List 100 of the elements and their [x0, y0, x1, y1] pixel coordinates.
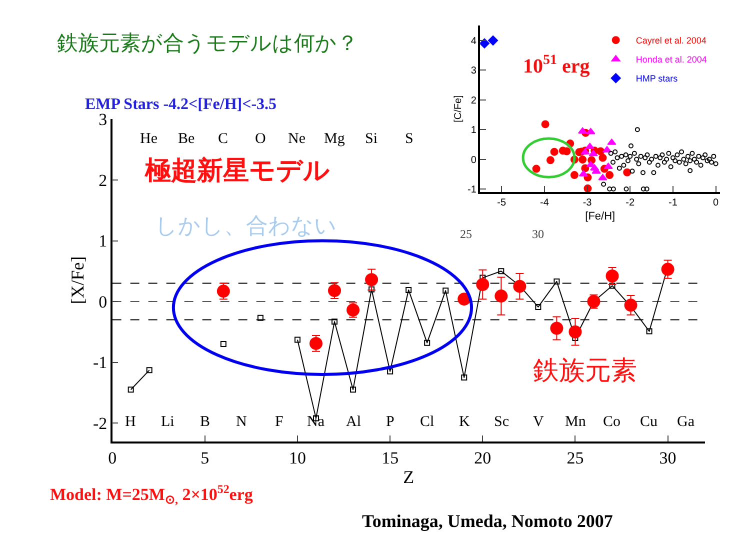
point [585, 142, 594, 150]
point [664, 156, 670, 162]
point [634, 127, 640, 132]
point [424, 340, 430, 346]
point [651, 170, 656, 176]
point [638, 154, 644, 159]
annotation: Al [346, 414, 361, 430]
legend-label: Honda et al. 2004 [636, 54, 707, 65]
point [700, 155, 706, 160]
point [634, 156, 640, 162]
annotation: Ne [288, 131, 306, 147]
point [461, 374, 468, 380]
legend-label: Cayrel et al. 2004 [636, 36, 706, 46]
point [606, 269, 619, 282]
point [679, 149, 684, 154]
x-tick-label: -4 [540, 198, 550, 209]
annotation: Co [603, 414, 621, 430]
point [601, 182, 606, 187]
y-tick-label: -2 [93, 414, 108, 433]
point [607, 186, 612, 192]
point [350, 386, 356, 393]
point [628, 154, 633, 159]
point [476, 278, 490, 291]
point [706, 156, 712, 162]
annotation: Cl [420, 414, 434, 430]
annotation: N [236, 414, 247, 430]
point [609, 282, 616, 289]
point [628, 143, 634, 148]
y-axis-title: [C/Fe] [453, 94, 464, 122]
legend-label: HMP stars [636, 74, 678, 84]
annotation: Si [365, 131, 378, 147]
point [676, 160, 682, 165]
point [550, 148, 558, 156]
y-tick-label: 0 [98, 292, 108, 312]
x-tick-label: 30 [659, 448, 676, 468]
point [480, 38, 490, 48]
point [588, 150, 598, 156]
annotation: Na [307, 414, 325, 430]
point [541, 120, 550, 128]
x-tick-label: -5 [497, 198, 506, 209]
point [702, 152, 708, 158]
annotation: Mn [565, 414, 586, 430]
point [640, 170, 646, 176]
point [598, 154, 607, 162]
point [683, 161, 688, 166]
annotation: C [218, 131, 228, 147]
point [610, 160, 616, 165]
point [606, 171, 614, 180]
point [442, 288, 449, 294]
point [661, 262, 674, 276]
point [640, 186, 646, 192]
point [646, 160, 652, 165]
point [623, 168, 632, 176]
point [220, 341, 226, 348]
x-tick-label: 25 [566, 448, 584, 468]
point [696, 154, 702, 159]
annotation: K [459, 414, 470, 430]
x-tick-label: -3 [582, 198, 592, 209]
annotation: He [140, 131, 158, 147]
point [513, 280, 526, 293]
y-tick-label: 4 [470, 36, 477, 47]
point [672, 158, 678, 164]
point [660, 152, 665, 158]
annotation: H [125, 414, 136, 430]
point [644, 186, 650, 192]
point [625, 158, 630, 164]
annotation: P [386, 414, 394, 430]
annotation: 25 [460, 227, 472, 241]
annotation: 30 [532, 227, 544, 241]
point [649, 156, 654, 162]
point [387, 368, 394, 374]
point [644, 152, 650, 158]
point [630, 168, 635, 174]
point [688, 168, 693, 174]
chart-title: 鉄族元素が合うモデルは何か？ [57, 32, 358, 55]
point [616, 166, 622, 171]
point [623, 152, 628, 158]
point [365, 273, 378, 286]
point [584, 184, 592, 192]
point [655, 162, 660, 168]
annotation: Mg [324, 131, 346, 147]
y-tick-label: 2 [470, 95, 477, 106]
point [546, 156, 554, 164]
point [704, 158, 710, 164]
y-tick-label: 3 [98, 110, 108, 130]
point [694, 160, 700, 165]
point [653, 154, 658, 159]
point [257, 314, 264, 321]
point [658, 155, 663, 160]
x-tick-label: -2 [626, 198, 635, 209]
point [570, 171, 578, 180]
x-tick-label: 0 [713, 198, 720, 209]
y-tick-label: -1 [468, 184, 477, 196]
y-axis-title: [X/Fe] [68, 256, 88, 304]
point [621, 162, 626, 168]
y-tick-label: 2 [98, 170, 108, 190]
annotation: B [200, 414, 210, 430]
point [690, 150, 695, 156]
point [610, 186, 616, 192]
point [624, 298, 638, 312]
